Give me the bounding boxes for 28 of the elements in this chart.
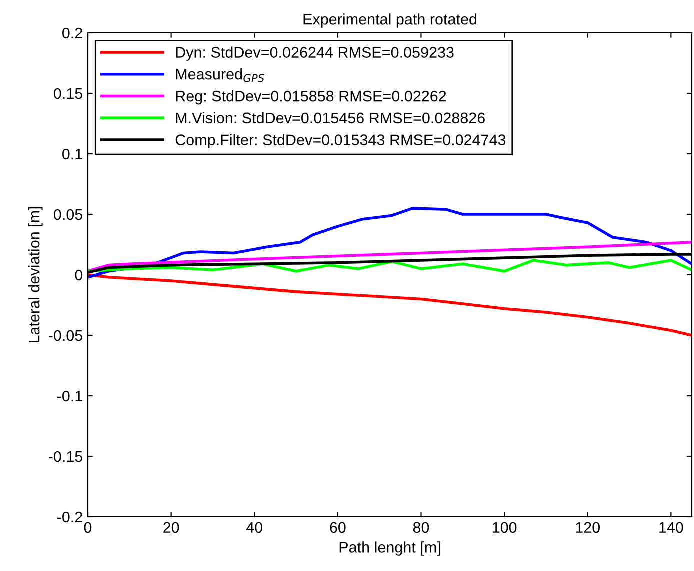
line-series bbox=[88, 274, 692, 337]
legend-label: Dyn: StdDev=0.026244 RMSE=0.059233 bbox=[176, 46, 454, 61]
x-tick-label: 100 bbox=[492, 522, 517, 534]
y-tick-label: 0 bbox=[75, 270, 83, 281]
legend-label: Reg: StdDev=0.015858 RMSE=0.02262 bbox=[176, 90, 446, 105]
y-tick-label: -0.2 bbox=[57, 512, 82, 523]
y-tick-label: 0.2 bbox=[62, 28, 82, 39]
x-tick-label: 140 bbox=[660, 522, 684, 534]
line-series bbox=[88, 240, 692, 273]
x-axis-title: Path lenght [m] bbox=[340, 542, 440, 556]
y-tick-label: -0.1 bbox=[57, 390, 82, 402]
chart-title: Experimental path rotated bbox=[304, 14, 476, 28]
x-tick-label: 0 bbox=[84, 522, 92, 534]
y-tick-label: 0.1 bbox=[62, 148, 82, 160]
x-tick-label: 40 bbox=[246, 522, 263, 534]
legend-label: M.Vision: StdDev=0.015456 RMSE=0.028826 bbox=[176, 112, 485, 124]
legend-label: Comp.Filter: StdDev=0.015343 RMSE=0.024743 bbox=[176, 134, 506, 149]
x-tick-label: 80 bbox=[413, 522, 430, 534]
y-tick-label: -0.05 bbox=[49, 330, 82, 342]
y-axis-title: Lateral deviation [m] bbox=[28, 207, 43, 343]
x-tick-label: 120 bbox=[576, 522, 600, 534]
x-tick-label: 60 bbox=[330, 522, 346, 534]
y-tick-label: -0.15 bbox=[49, 451, 82, 462]
y-tick-label: 0.15 bbox=[54, 88, 82, 100]
line-series bbox=[88, 259, 692, 273]
x-tick-label: 20 bbox=[164, 522, 180, 534]
legend-label: Measured$_{GPS}$ bbox=[176, 68, 264, 82]
y-tick-label: 0.05 bbox=[54, 209, 82, 220]
